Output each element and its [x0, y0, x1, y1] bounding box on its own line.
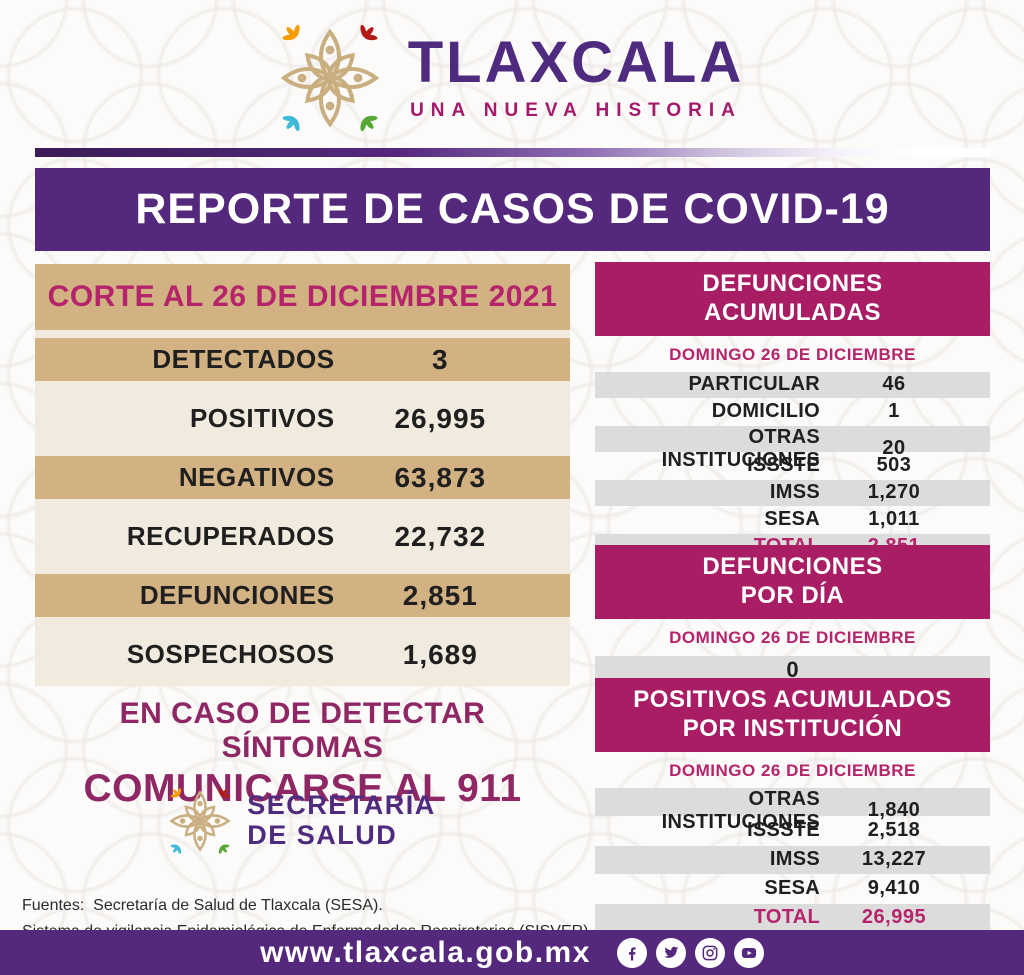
footer-url-link[interactable]: www.tlaxcala.gob.mx — [260, 935, 591, 969]
section-title-line2: POR INSTITUCIÓN — [682, 715, 903, 743]
cases-summary-table: DETECTADOS 3 POSITIVOS 26,995 NEGATIVOS … — [35, 330, 570, 684]
row-label: ISSSTE — [747, 454, 820, 477]
symptoms-cta: EN CASO DE DETECTAR SÍNTOMAS COMUNICARSE… — [35, 697, 570, 811]
tlaxcala-flower-logo-icon — [279, 22, 380, 134]
section-header: POSITIVOS ACUMULADOS POR INSTITUCIÓN — [595, 678, 990, 752]
cta-line2: COMUNICARSE AL 911 — [83, 767, 522, 810]
row-value: 9,410 — [867, 877, 921, 900]
row-label: ISSSTE — [747, 819, 820, 842]
stat-value: 26,995 — [394, 402, 487, 434]
section-header: DEFUNCIONES ACUMULADAS — [595, 262, 990, 336]
row-value: 20 — [882, 437, 906, 460]
row-value: 26,995 — [861, 906, 927, 929]
table-row: OTRAS INSTITUCIONES 20 — [595, 425, 990, 471]
table-row: SESA 9,410 — [595, 875, 990, 903]
stat-value: 2,851 — [402, 579, 478, 611]
gradient-divider — [35, 148, 990, 157]
footer-bar: www.tlaxcala.gob.mx — [0, 930, 1024, 975]
health-ministry-flower-icon — [169, 786, 232, 856]
stat-label: SOSPECHOSOS — [126, 639, 335, 669]
section-title-line2: POR DÍA — [740, 582, 845, 610]
section-title-line2: ACUMULADAS — [704, 299, 881, 327]
header: TLAXCALA UNA NUEVA HISTORIA — [0, 22, 1024, 134]
table-row-total: TOTAL 26,995 — [595, 903, 990, 932]
row-label: DOMICILIO — [711, 400, 820, 423]
section-title-line1: DEFUNCIONES — [702, 270, 883, 297]
stat-label: POSITIVOS — [189, 403, 335, 433]
row-value: 1 — [888, 400, 900, 423]
brand-title: TLAXCALA — [407, 30, 745, 95]
row-label: PARTICULAR — [688, 373, 820, 396]
stat-value: 1,689 — [402, 638, 478, 670]
youtube-icon[interactable] — [733, 937, 764, 968]
table-row: ISSSTE 503 — [595, 453, 990, 479]
brand-tagline: UNA NUEVA HISTORIA — [410, 100, 742, 121]
stat-label: RECUPERADOS — [126, 521, 335, 551]
deaths-accumulated-table: PARTICULAR 46 DOMICILIO 1 OTRAS INSTITUC… — [595, 371, 990, 560]
table-row: DOMICILIO 1 — [595, 399, 990, 425]
table-row: IMSS 1,270 — [595, 479, 990, 506]
row-label: IMSS — [769, 848, 820, 871]
cta-line1: EN CASO DE DETECTAR SÍNTOMAS — [119, 697, 486, 764]
section-deaths-per-day: DEFUNCIONES POR DÍA DOMINGO 26 DE DICIEM… — [595, 545, 990, 684]
twitter-icon[interactable] — [655, 937, 686, 968]
report-title: REPORTE DE CASOS DE COVID-19 — [135, 185, 890, 233]
facebook-icon[interactable] — [616, 937, 647, 968]
table-row: DETECTADOS 3 — [35, 330, 570, 389]
cases-summary-header: CORTE AL 26 DE DICIEMBRE 2021 — [35, 264, 570, 330]
section-header: DEFUNCIONES POR DÍA — [595, 545, 990, 619]
social-icons — [616, 937, 764, 968]
table-row: PARTICULAR 46 — [595, 371, 990, 398]
ministry-name-line1: SECRETARÍA — [247, 790, 436, 821]
stat-value: 3 — [432, 343, 449, 375]
row-label: OTRAS INSTITUCIONES — [661, 787, 820, 833]
cases-summary-panel: CORTE AL 26 DE DICIEMBRE 2021 DETECTADOS… — [35, 264, 570, 686]
section-title-line1: POSITIVOS ACUMULADOS — [633, 686, 952, 713]
stat-label: DETECTADOS — [152, 344, 335, 374]
row-value: 503 — [876, 454, 912, 477]
row-value: 13,227 — [861, 848, 927, 871]
table-row: DEFUNCIONES 2,851 — [35, 566, 570, 625]
row-value: 2,518 — [867, 819, 921, 842]
section-deaths-accumulated: DEFUNCIONES ACUMULADAS DOMINGO 26 DE DIC… — [595, 262, 990, 561]
table-row: SOSPECHOSOS 1,689 — [35, 625, 570, 684]
stat-label: DEFUNCIONES — [139, 580, 335, 610]
row-label: TOTAL — [753, 906, 820, 929]
section-date: DOMINGO 26 DE DICIEMBRE — [669, 760, 916, 780]
table-row: SESA 1,011 — [595, 507, 990, 533]
section-title-line1: DEFUNCIONES — [702, 553, 883, 580]
stat-value: 22,732 — [394, 520, 487, 552]
row-value: 1,011 — [868, 508, 920, 531]
stat-label: NEGATIVOS — [178, 462, 335, 492]
section-date: DOMINGO 26 DE DICIEMBRE — [669, 627, 916, 647]
table-row: NEGATIVOS 63,873 — [35, 448, 570, 507]
table-row: IMSS 13,227 — [595, 845, 990, 874]
sources-line1: Fuentes: Secretaría de Salud de Tlaxcala… — [22, 897, 383, 914]
report-banner: REPORTE DE CASOS DE COVID-19 — [35, 168, 990, 251]
section-date: DOMINGO 26 DE DICIEMBRE — [669, 344, 916, 364]
row-value: 1,270 — [867, 481, 921, 504]
table-row: RECUPERADOS 22,732 — [35, 507, 570, 566]
row-label: SESA — [764, 508, 820, 531]
table-row: POSITIVOS 26,995 — [35, 389, 570, 448]
health-ministry-logo: SECRETARÍA DE SALUD — [35, 786, 570, 856]
row-value: 1,840 — [867, 799, 921, 822]
row-label: OTRAS INSTITUCIONES — [661, 425, 820, 471]
row-label: SESA — [764, 877, 820, 900]
row-label: IMSS — [769, 481, 820, 504]
ministry-name-line2: DE SALUD — [247, 820, 398, 850]
table-row: ISSSTE 2,518 — [595, 817, 990, 845]
stat-value: 63,873 — [394, 461, 487, 493]
table-row: OTRAS INSTITUCIONES 1,840 — [595, 787, 990, 833]
row-value: 46 — [882, 373, 906, 396]
instagram-icon[interactable] — [694, 937, 725, 968]
deaths-per-day-value: 0 — [786, 656, 799, 682]
positives-by-institution-table: OTRAS INSTITUCIONES 1,840 ISSSTE 2,518 I… — [595, 787, 990, 932]
section-positives-by-institution: POSITIVOS ACUMULADOS POR INSTITUCIÓN DOM… — [595, 678, 990, 933]
cases-summary-title: CORTE AL 26 DE DICIEMBRE 2021 — [47, 280, 558, 313]
